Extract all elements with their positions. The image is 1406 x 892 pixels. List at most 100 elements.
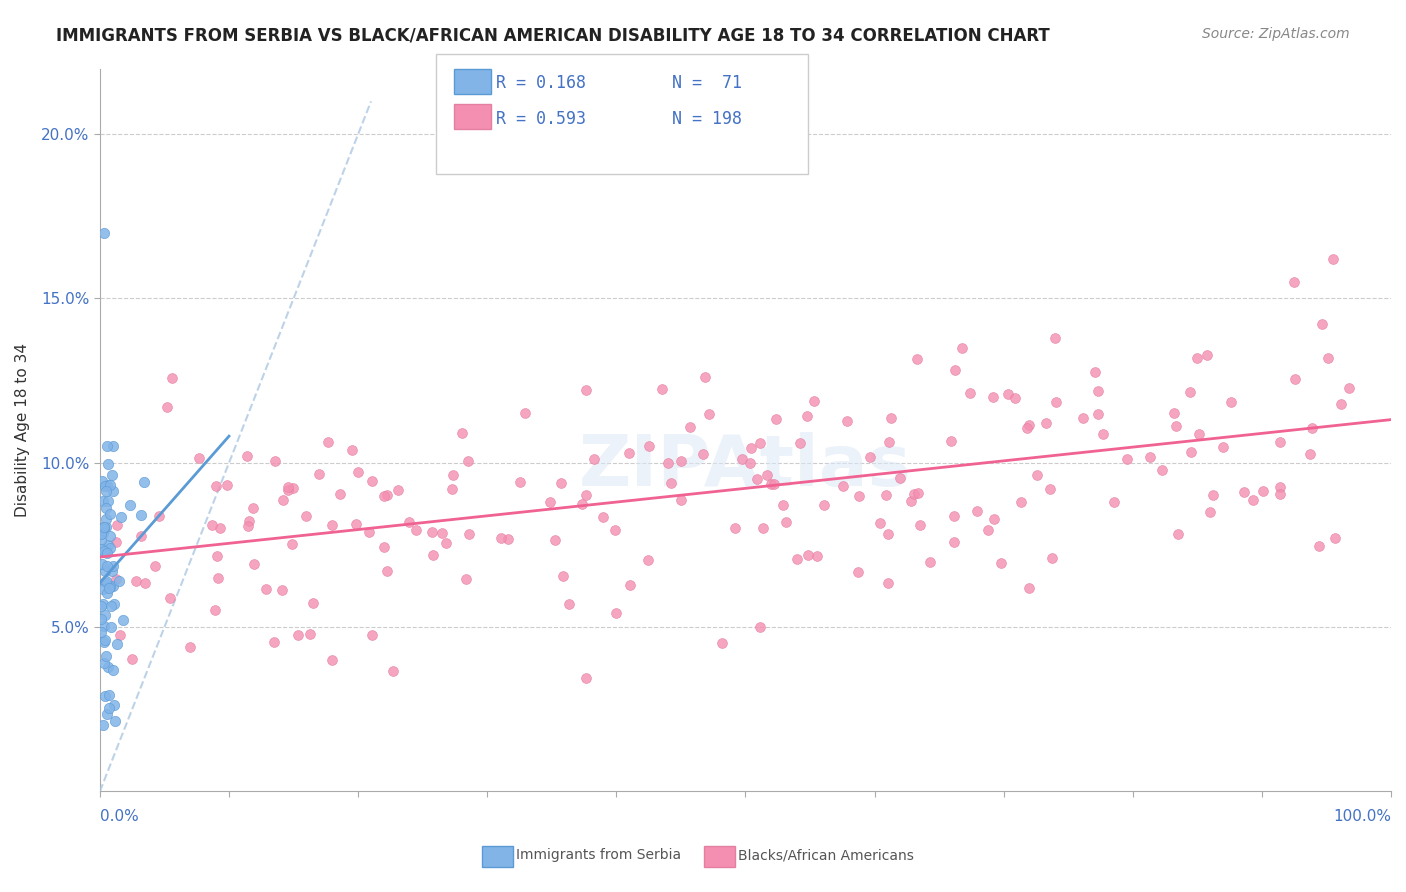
Point	[571, 497, 593, 511]
Point	[1232, 485, 1254, 500]
Point	[669, 453, 692, 467]
Point	[1330, 397, 1353, 411]
Point	[1198, 505, 1220, 519]
Point	[710, 635, 733, 649]
Point	[765, 412, 787, 426]
Point	[382, 664, 405, 678]
Point	[693, 369, 716, 384]
Point	[1188, 426, 1211, 441]
Point	[724, 521, 747, 535]
Point	[1241, 493, 1264, 508]
Point	[617, 445, 640, 459]
Point	[201, 518, 224, 533]
Point	[1091, 427, 1114, 442]
Point	[93, 618, 115, 632]
Point	[877, 527, 900, 541]
Point	[659, 475, 682, 490]
Point	[813, 498, 835, 512]
Point	[422, 548, 444, 562]
Point	[301, 596, 323, 610]
Point	[990, 556, 1012, 570]
Point	[97, 493, 120, 508]
Point	[110, 509, 132, 524]
Point	[93, 635, 115, 649]
Point	[1018, 417, 1040, 432]
Point	[1164, 419, 1187, 434]
Point	[457, 527, 479, 541]
Point	[1310, 317, 1333, 331]
Point	[160, 371, 183, 385]
Point	[97, 659, 120, 673]
Point	[94, 519, 117, 533]
Point	[939, 434, 962, 449]
Point	[1015, 420, 1038, 434]
Point	[749, 436, 772, 450]
Point	[100, 620, 122, 634]
Point	[553, 568, 575, 582]
Point	[1212, 440, 1234, 454]
Point	[440, 482, 463, 496]
Point	[321, 653, 343, 667]
Point	[346, 465, 368, 479]
Point	[775, 516, 797, 530]
Point	[876, 575, 898, 590]
Point	[1308, 539, 1330, 553]
Point	[273, 492, 295, 507]
Point	[208, 521, 231, 535]
Point	[1018, 581, 1040, 595]
Point	[294, 508, 316, 523]
Point	[90, 599, 112, 613]
Point	[93, 479, 115, 493]
Point	[94, 632, 117, 647]
Point	[603, 523, 626, 537]
Point	[94, 649, 117, 664]
Point	[94, 574, 117, 589]
Point	[90, 533, 112, 548]
Point	[786, 551, 808, 566]
Point	[93, 226, 115, 240]
Point	[375, 488, 398, 502]
Point	[889, 471, 911, 485]
Point	[97, 538, 120, 552]
Point	[1102, 494, 1125, 508]
Point	[977, 523, 1000, 537]
Point	[959, 386, 981, 401]
Point	[879, 435, 901, 450]
Point	[405, 524, 427, 538]
Point	[155, 400, 177, 414]
Point	[489, 531, 512, 545]
Point	[1316, 351, 1339, 366]
Point	[264, 454, 287, 468]
Point	[108, 627, 131, 641]
Point	[283, 482, 305, 496]
Point	[104, 572, 127, 586]
Point	[420, 524, 443, 539]
Text: ZIPAtlas: ZIPAtlas	[579, 432, 911, 500]
Point	[1152, 463, 1174, 477]
Point	[94, 564, 117, 578]
Point	[148, 508, 170, 523]
Point	[740, 456, 762, 470]
Point	[98, 541, 121, 556]
Point	[651, 382, 673, 396]
Point	[875, 488, 897, 502]
Point	[498, 532, 520, 546]
Point	[1251, 484, 1274, 499]
Point	[204, 603, 226, 617]
Text: R = 0.168: R = 0.168	[496, 74, 586, 92]
Point	[90, 542, 112, 557]
Point	[1035, 416, 1057, 430]
Point	[1010, 495, 1032, 509]
Point	[361, 628, 384, 642]
Point	[1339, 381, 1361, 395]
Point	[111, 613, 134, 627]
Point	[207, 571, 229, 585]
Point	[1270, 435, 1292, 450]
Point	[638, 439, 661, 453]
Point	[1282, 275, 1305, 289]
Point	[94, 545, 117, 559]
Point	[215, 478, 238, 492]
Point	[1026, 468, 1049, 483]
Point	[263, 635, 285, 649]
Point	[97, 581, 120, 595]
